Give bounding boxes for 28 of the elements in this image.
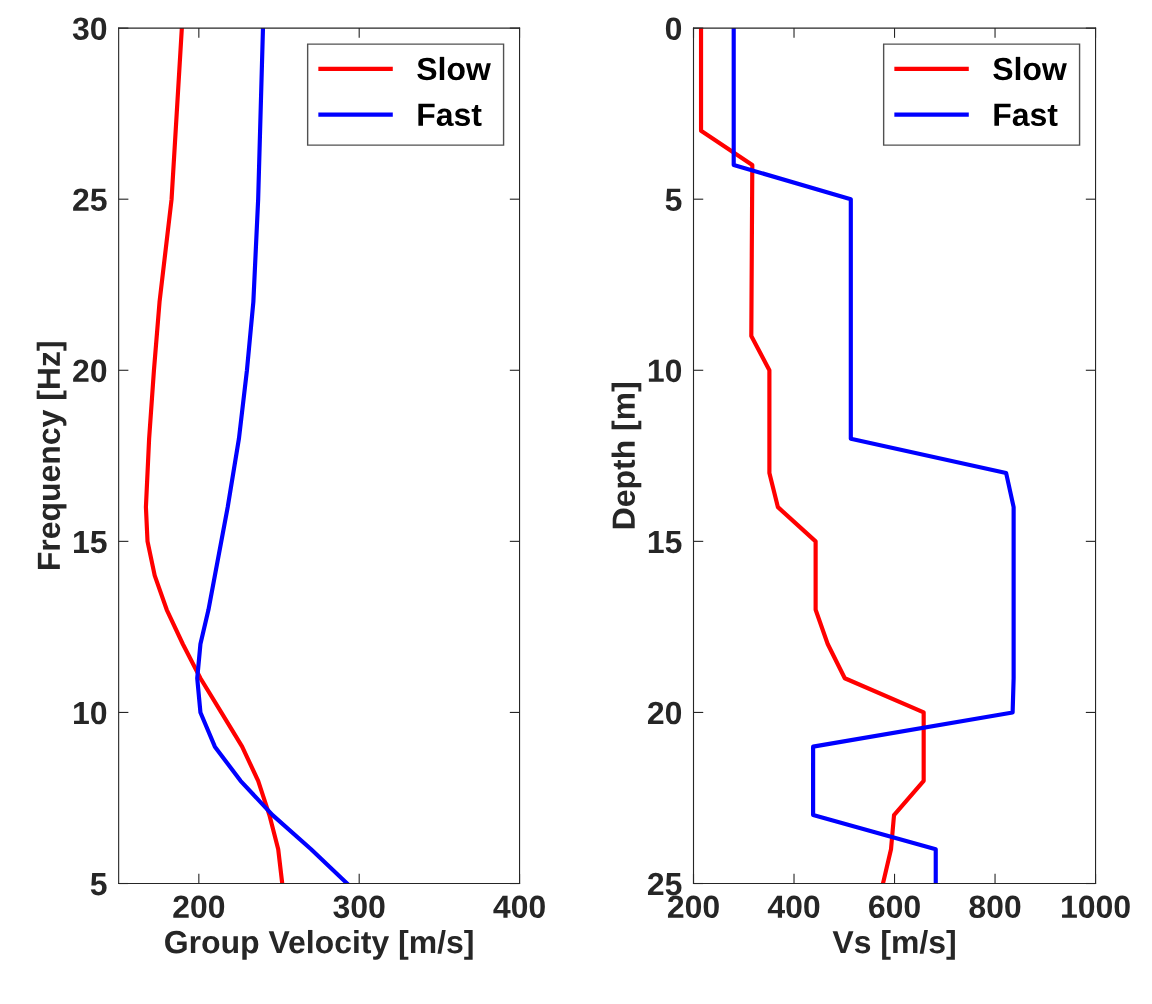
y-tick-label: 5: [90, 873, 107, 896]
x-tick-label: 1000: [1062, 895, 1130, 919]
x-tick-label: 600: [869, 895, 920, 919]
legend-label: Fast: [994, 103, 1058, 127]
y-tick-label: 20: [647, 701, 682, 725]
y-tick-label: 15: [74, 530, 107, 554]
y-axis-title: Depth [m]: [611, 383, 642, 529]
y-tick-label: 10: [74, 701, 107, 725]
legend-label: Slow: [417, 56, 491, 81]
y-tick-label: 10: [648, 359, 682, 383]
y-tick-label: 25: [647, 872, 682, 896]
y-tick-label: 20: [73, 359, 107, 383]
x-tick-label: 200: [667, 895, 719, 919]
y-axis-title: Frequency [Hz]: [36, 342, 67, 570]
x-tick-label: 300: [333, 895, 385, 919]
y-tick-label: 0: [665, 17, 682, 40]
legend-label: Fast: [418, 103, 482, 127]
x-axis-title: Group Velocity [m/s]: [165, 929, 473, 960]
x-tick-label: 200: [173, 895, 225, 919]
x-tick-label: 400: [493, 895, 545, 919]
x-tick-label: 800: [969, 895, 1021, 919]
y-tick-label: 15: [648, 530, 682, 554]
x-tick-label: 400: [767, 895, 820, 919]
legend-label: Slow: [993, 56, 1067, 81]
y-tick-label: 5: [665, 188, 682, 212]
y-tick-label: 30: [72, 17, 107, 41]
y-tick-label: 25: [73, 188, 107, 212]
x-axis-title: Vs [m/s]: [832, 929, 955, 960]
